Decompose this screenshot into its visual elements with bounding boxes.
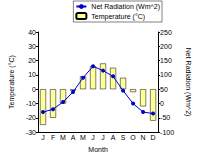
- svg-text:0: 0: [160, 100, 164, 107]
- svg-text:Net Radiation (Wm^2): Net Radiation (Wm^2): [184, 48, 192, 117]
- svg-text:40: 40: [28, 29, 36, 36]
- svg-text:30: 30: [28, 43, 36, 50]
- svg-text:J: J: [91, 134, 95, 141]
- svg-text:-30: -30: [26, 129, 36, 136]
- svg-text:J: J: [41, 134, 45, 141]
- svg-text:200: 200: [160, 43, 172, 50]
- svg-text:100: 100: [160, 71, 172, 78]
- svg-text:-50: -50: [160, 114, 170, 121]
- svg-text:F: F: [51, 134, 55, 141]
- svg-text:250: 250: [160, 29, 172, 36]
- svg-text:M: M: [80, 134, 86, 141]
- svg-text:Month: Month: [88, 146, 108, 153]
- svg-text:A: A: [111, 134, 116, 141]
- svg-text:J: J: [101, 134, 105, 141]
- svg-text:-10: -10: [26, 100, 36, 107]
- svg-text:S: S: [121, 134, 126, 141]
- svg-text:Net Radiation (Wm^2): Net Radiation (Wm^2): [91, 3, 160, 11]
- svg-text:O: O: [130, 134, 136, 141]
- svg-text:M: M: [60, 134, 66, 141]
- svg-text:-20: -20: [26, 114, 36, 121]
- svg-text:50: 50: [160, 86, 168, 93]
- svg-text:Temperature (°C): Temperature (°C): [8, 55, 16, 109]
- svg-text:0: 0: [32, 86, 36, 93]
- svg-text:150: 150: [160, 57, 172, 64]
- svg-text:D: D: [151, 134, 156, 141]
- svg-text:-100: -100: [160, 129, 174, 136]
- svg-text:Temperature (°C): Temperature (°C): [91, 13, 145, 21]
- svg-text:A: A: [71, 134, 76, 141]
- svg-text:10: 10: [28, 71, 36, 78]
- svg-text:20: 20: [28, 57, 36, 64]
- svg-text:N: N: [141, 134, 146, 141]
